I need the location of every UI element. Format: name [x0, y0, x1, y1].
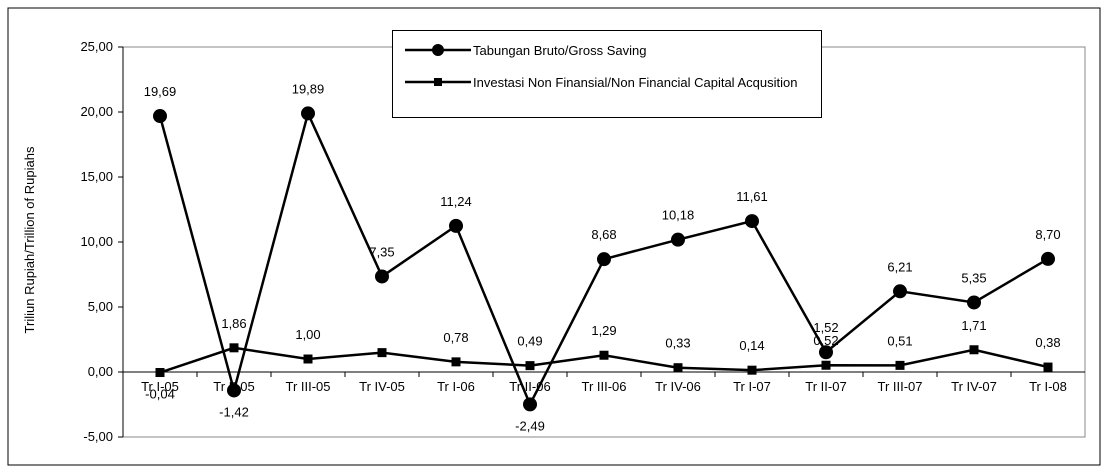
data-label: 1,00: [295, 327, 320, 342]
legend: Tabungan Bruto/Gross Saving Investasi Non…: [392, 30, 822, 118]
x-tick-label: Tr III-07: [877, 379, 922, 394]
point: [597, 252, 611, 267]
y-axis-title: Triliun Rupiah/Trillion of Rupiahs: [22, 146, 37, 333]
x-tick-label: Tr I-07: [733, 379, 771, 394]
x-tick-label: Tr IV-07: [951, 379, 997, 394]
point: [153, 109, 167, 124]
point: [599, 350, 609, 360]
x-tick-label: Tr III-05: [285, 379, 330, 394]
data-label: 11,61: [736, 189, 768, 204]
x-tick-label: Tr II-06: [509, 379, 550, 394]
x-tick-label: Tr II-07: [805, 379, 846, 394]
data-label: 10,18: [662, 208, 695, 223]
point: [745, 214, 759, 229]
y-tick-label: 25,00: [80, 39, 113, 54]
point: [671, 232, 685, 247]
point: [303, 354, 313, 364]
data-label: 8,68: [591, 227, 616, 242]
data-label: 1,86: [221, 316, 246, 331]
data-label: 0,78: [443, 330, 468, 345]
data-label: 0,33: [665, 336, 690, 351]
data-label: 19,89: [292, 81, 325, 96]
y-tick-label: 15,00: [80, 169, 113, 184]
y-tick-label: 5,00: [88, 299, 113, 314]
legend-marker: [432, 44, 444, 56]
point: [301, 106, 315, 121]
data-label: 7,35: [369, 244, 394, 259]
data-label: 0,52: [813, 333, 838, 348]
point: [1041, 251, 1055, 266]
point: [523, 397, 537, 412]
point: [673, 363, 683, 373]
data-label: 19,69: [144, 84, 177, 99]
data-label: -1,42: [219, 404, 249, 419]
point: [227, 383, 241, 398]
x-tick-label: Tr III-06: [581, 379, 626, 394]
x-tick-label: Tr IV-06: [655, 379, 701, 394]
data-label: 11,24: [440, 194, 472, 209]
data-label: 0,51: [887, 333, 912, 348]
y-tick-label: 0,00: [88, 364, 113, 379]
point: [377, 348, 387, 358]
data-label: 0,49: [517, 334, 542, 349]
legend-item: Tabungan Bruto/Gross Saving: [393, 39, 821, 69]
data-label: -0,04: [145, 387, 175, 402]
data-label: 0,14: [739, 338, 764, 353]
data-label: -2,49: [515, 418, 545, 433]
point: [969, 345, 979, 355]
data-label: 1,71: [961, 318, 986, 333]
data-label: 0,38: [1035, 335, 1060, 350]
data-label: 8,70: [1035, 227, 1060, 242]
point: [155, 368, 165, 378]
x-tick-label: Tr I-06: [437, 379, 475, 394]
point: [229, 343, 239, 353]
point: [525, 361, 535, 371]
y-tick-label: 20,00: [80, 104, 113, 119]
legend-label: Investasi Non Finansial/Non Financial Ca…: [473, 75, 798, 90]
x-tick-label: Tr IV-05: [359, 379, 405, 394]
legend-symbol: [405, 44, 471, 56]
data-label: 1,52: [813, 320, 838, 335]
x-tick-label: Tr I-08: [1029, 379, 1067, 394]
point: [747, 365, 757, 375]
point: [819, 345, 833, 360]
point: [449, 218, 463, 233]
data-label: 1,29: [591, 323, 616, 338]
point: [451, 357, 461, 367]
data-label: 6,21: [887, 259, 912, 274]
y-tick-label: 10,00: [80, 234, 113, 249]
point: [895, 360, 905, 370]
point: [967, 295, 981, 310]
point: [893, 284, 907, 299]
point: [1043, 362, 1053, 372]
legend-item: Investasi Non Finansial/Non Financial Ca…: [393, 71, 821, 101]
legend-marker: [434, 78, 442, 86]
point: [375, 269, 389, 284]
point: [821, 360, 831, 370]
y-tick-label: -5,00: [83, 429, 113, 444]
data-label: 5,35: [961, 270, 986, 285]
legend-label: Tabungan Bruto/Gross Saving: [473, 43, 647, 58]
legend-symbol: [405, 78, 471, 86]
x-tick-label: Tr I-05: [141, 379, 179, 394]
